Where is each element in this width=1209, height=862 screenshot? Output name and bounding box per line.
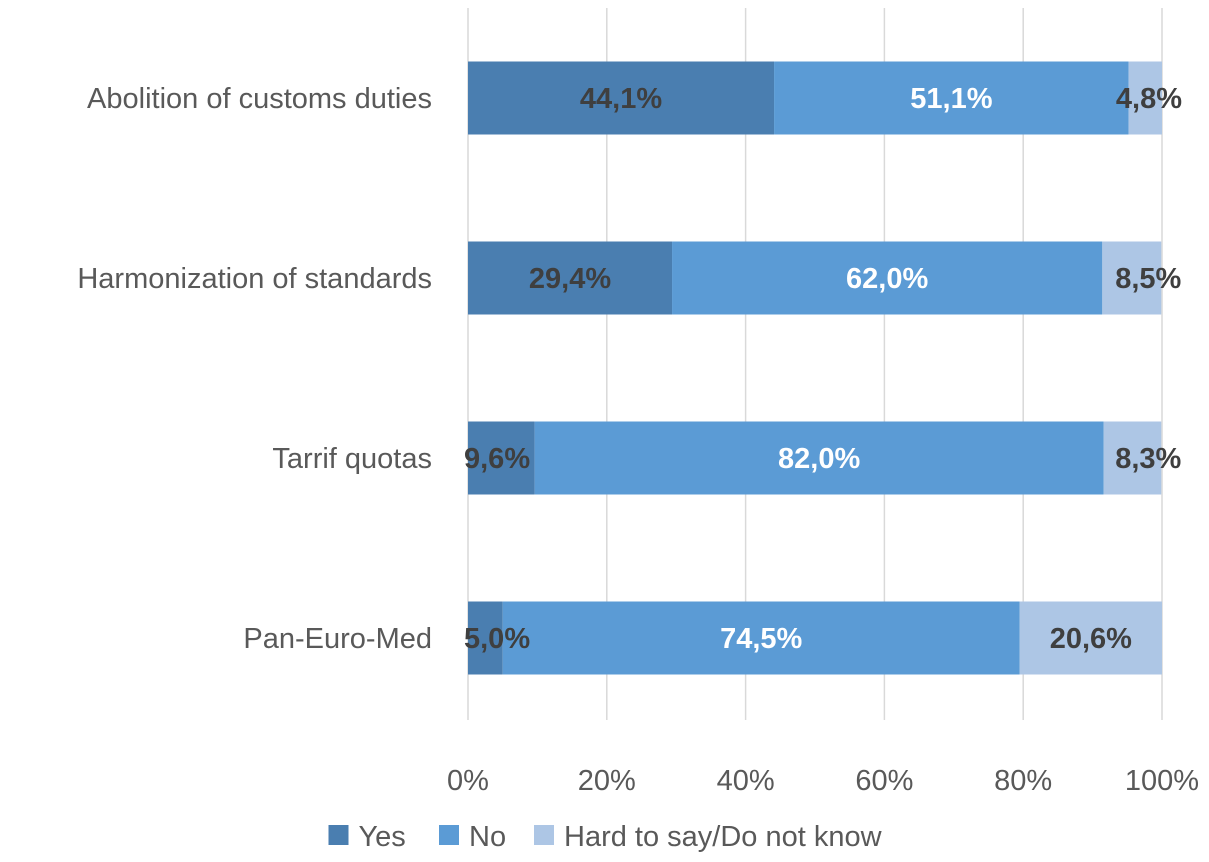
x-tick-labels-layer: 0% 20% 40% 60% 80% 100%	[447, 765, 1199, 797]
bar-segment-yes	[468, 61, 775, 135]
data-labels-layer: 44,1% 51,1% 4,8% 29,4% 62,0% 8,5% 9,6% 82,0% 8,3…	[464, 83, 1182, 655]
legend-label-no: No	[469, 821, 506, 853]
category-label: Tarrif quotas	[272, 443, 432, 475]
legend-label-hard-to-say-do-not-know: Hard to say/Do not know	[564, 821, 883, 853]
bar-segment-hard-to-say-do-not-know	[1102, 241, 1162, 315]
data-label: 9,6%	[464, 443, 530, 475]
x-tick-label: 40%	[717, 765, 775, 797]
legend-swatch-hard-to-say-do-not-know	[534, 825, 554, 845]
legend-label-yes: Yes	[359, 821, 406, 853]
x-tick-label: 0%	[447, 765, 489, 797]
data-label: 8,3%	[1115, 443, 1181, 475]
data-label: 44,1%	[580, 83, 662, 115]
data-label: 51,1%	[910, 83, 992, 115]
bar-segment-no	[774, 61, 1129, 135]
legend-swatch-yes	[328, 825, 349, 845]
bar-segment-no	[502, 601, 1020, 675]
legend: Yes No Hard to say/Do not know	[328, 821, 883, 853]
bar-segment-yes	[468, 421, 535, 495]
data-label: 8,5%	[1115, 263, 1181, 295]
legend-swatch-no	[439, 825, 459, 845]
bar-segment-hard-to-say-do-not-know	[1103, 421, 1162, 495]
bar-segment-no	[534, 421, 1104, 495]
bar-segment-yes	[468, 601, 503, 675]
bars-layer	[468, 61, 1162, 675]
bar-segment-yes	[468, 241, 673, 315]
data-label: 5,0%	[464, 623, 530, 655]
category-labels-layer: Abolition of customs duties Harmonization…	[77, 83, 432, 655]
x-tick-label: 100%	[1125, 765, 1199, 797]
data-label: 62,0%	[846, 263, 928, 295]
category-label: Harmonization of standards	[77, 263, 432, 295]
data-label: 82,0%	[778, 443, 860, 475]
bar-segment-hard-to-say-do-not-know	[1019, 601, 1162, 675]
x-tick-label: 80%	[994, 765, 1052, 797]
data-label: 20,6%	[1050, 623, 1132, 655]
data-label: 4,8%	[1116, 83, 1182, 115]
x-tick-label: 20%	[578, 765, 636, 797]
bar-segment-hard-to-say-do-not-know	[1128, 61, 1162, 135]
data-label: 29,4%	[529, 263, 611, 295]
data-label: 74,5%	[720, 623, 802, 655]
category-label: Pan-Euro-Med	[243, 623, 432, 655]
bar-segment-no	[672, 241, 1103, 315]
category-label: Abolition of customs duties	[87, 83, 432, 115]
x-tick-label: 60%	[855, 765, 913, 797]
